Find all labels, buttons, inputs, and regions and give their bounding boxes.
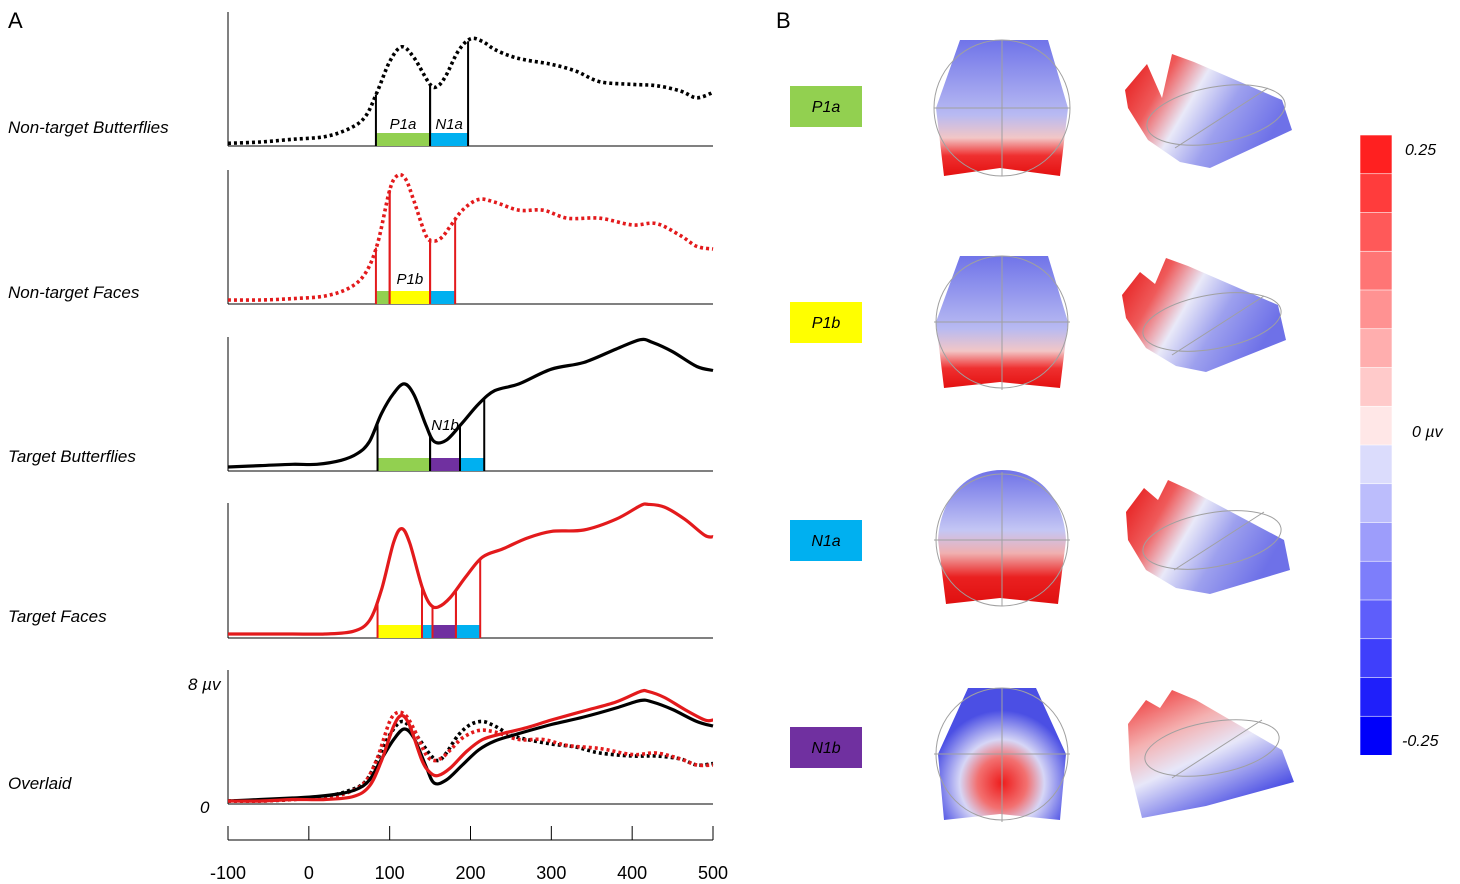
window-bar-p1a bbox=[375, 133, 431, 146]
component-label-n1a: N1a bbox=[811, 533, 840, 550]
row-label-target-butterflies: Target Butterflies bbox=[8, 447, 136, 466]
x-tick-label: 500 bbox=[698, 863, 728, 883]
panel-label-b: B bbox=[776, 8, 791, 33]
row-label-target-faces: Target Faces bbox=[8, 607, 107, 626]
overlaid-series-line bbox=[227, 698, 714, 803]
head-top-view-n1a bbox=[934, 470, 1070, 607]
waveform-row-1: P1b bbox=[227, 170, 714, 305]
component-label-n1b: N1b bbox=[811, 740, 840, 757]
waveform-line bbox=[227, 172, 714, 302]
window-bar-p1b bbox=[389, 291, 431, 304]
colorbar-step bbox=[1359, 250, 1393, 291]
colorbar-step bbox=[1359, 715, 1393, 756]
waveform-line bbox=[227, 36, 714, 146]
waveform-row-3 bbox=[227, 502, 714, 639]
component-box-n1b bbox=[790, 727, 862, 768]
head-top-view-n1b bbox=[934, 687, 1070, 822]
colorbar-step bbox=[1359, 367, 1393, 407]
component-box-n1a bbox=[790, 520, 862, 561]
head-side-view-n1b bbox=[1128, 690, 1294, 818]
window-bar-n1a bbox=[430, 291, 456, 304]
colorbar-step bbox=[1359, 677, 1393, 717]
x-tick-label: 100 bbox=[375, 863, 405, 883]
colorbar-step bbox=[1359, 173, 1393, 214]
topo-row-n1b: N1b bbox=[790, 687, 1294, 822]
head-side-view-n1a bbox=[1126, 480, 1290, 594]
row-label-nontarget-butterflies: Non-target Butterflies bbox=[8, 118, 169, 137]
colorbar-step bbox=[1359, 212, 1393, 252]
window-label-n1b: N1b bbox=[431, 417, 459, 434]
head-side-view-p1b bbox=[1122, 258, 1286, 372]
colorbar-step bbox=[1359, 638, 1393, 679]
topo-row-p1b: P1b bbox=[790, 255, 1286, 390]
colorbar-step bbox=[1359, 522, 1393, 562]
window-bar-n1b bbox=[432, 625, 456, 638]
colorbar-step bbox=[1359, 444, 1393, 485]
window-bar-n1a bbox=[459, 458, 485, 471]
colorbar-step bbox=[1359, 134, 1393, 175]
window-bar-p1b bbox=[377, 625, 422, 638]
panel-label-a: A bbox=[8, 8, 23, 33]
colorbar-step bbox=[1359, 289, 1393, 330]
waveform-row-2: N1b bbox=[227, 337, 714, 472]
head-side-view-p1a bbox=[1125, 54, 1292, 168]
colorbar-step bbox=[1359, 560, 1393, 601]
colorbar-step bbox=[1359, 483, 1393, 524]
colorbar-step bbox=[1359, 328, 1393, 369]
x-tick-label: -100 bbox=[210, 863, 246, 883]
x-tick-label: 200 bbox=[455, 863, 485, 883]
head-top-view-p1a bbox=[933, 39, 1071, 177]
waveform-row-0: P1a N1a bbox=[227, 12, 714, 147]
y-label-top: 8 µv bbox=[188, 675, 222, 694]
window-label-p1b: P1b bbox=[397, 271, 424, 288]
colorbar bbox=[1359, 134, 1393, 756]
window-bar-p1a bbox=[377, 458, 431, 471]
window-bar-p1a bbox=[375, 291, 390, 304]
topo-row-n1a: N1a bbox=[790, 470, 1290, 607]
topography-panel: P1a P1b bbox=[790, 39, 1294, 822]
window-bar-n1a bbox=[422, 625, 433, 638]
window-bar-n1a bbox=[430, 133, 469, 146]
time-axis: -100 0 100 200 300 400 500 bbox=[210, 826, 728, 883]
x-tick-label: 0 bbox=[304, 863, 314, 883]
component-box-p1b bbox=[790, 302, 862, 343]
waveform-line bbox=[227, 337, 714, 469]
window-label-p1a: P1a bbox=[390, 116, 417, 133]
waveform-plots: P1a N1a P1b N1b bbox=[227, 12, 714, 805]
colorbar-max-label: 0.25 bbox=[1405, 142, 1436, 159]
colorbar-mid-label: 0 µv bbox=[1412, 424, 1444, 441]
window-bar-n1b bbox=[430, 458, 460, 471]
y-label-bottom: 0 bbox=[200, 798, 210, 817]
colorbar-step bbox=[1359, 405, 1393, 446]
topo-row-p1a: P1a bbox=[790, 39, 1292, 177]
window-bar-n1a bbox=[455, 625, 481, 638]
waveform-line bbox=[228, 502, 714, 636]
waveform-row-overlaid bbox=[227, 670, 714, 805]
x-tick-label: 300 bbox=[536, 863, 566, 883]
head-top-view-p1b bbox=[934, 255, 1070, 390]
component-label-p1b: P1b bbox=[812, 315, 841, 332]
x-tick-label: 400 bbox=[617, 863, 647, 883]
colorbar-min-label: -0.25 bbox=[1402, 733, 1439, 750]
component-box-p1a bbox=[790, 86, 862, 127]
overlaid-series-line bbox=[227, 688, 714, 803]
row-label-overlaid: Overlaid bbox=[8, 774, 72, 793]
window-label-n1a: N1a bbox=[435, 116, 463, 133]
row-label-nontarget-faces: Non-target Faces bbox=[8, 283, 140, 302]
colorbar-step bbox=[1359, 599, 1393, 640]
overlaid-series-line bbox=[227, 719, 714, 803]
component-label-p1a: P1a bbox=[812, 99, 841, 116]
